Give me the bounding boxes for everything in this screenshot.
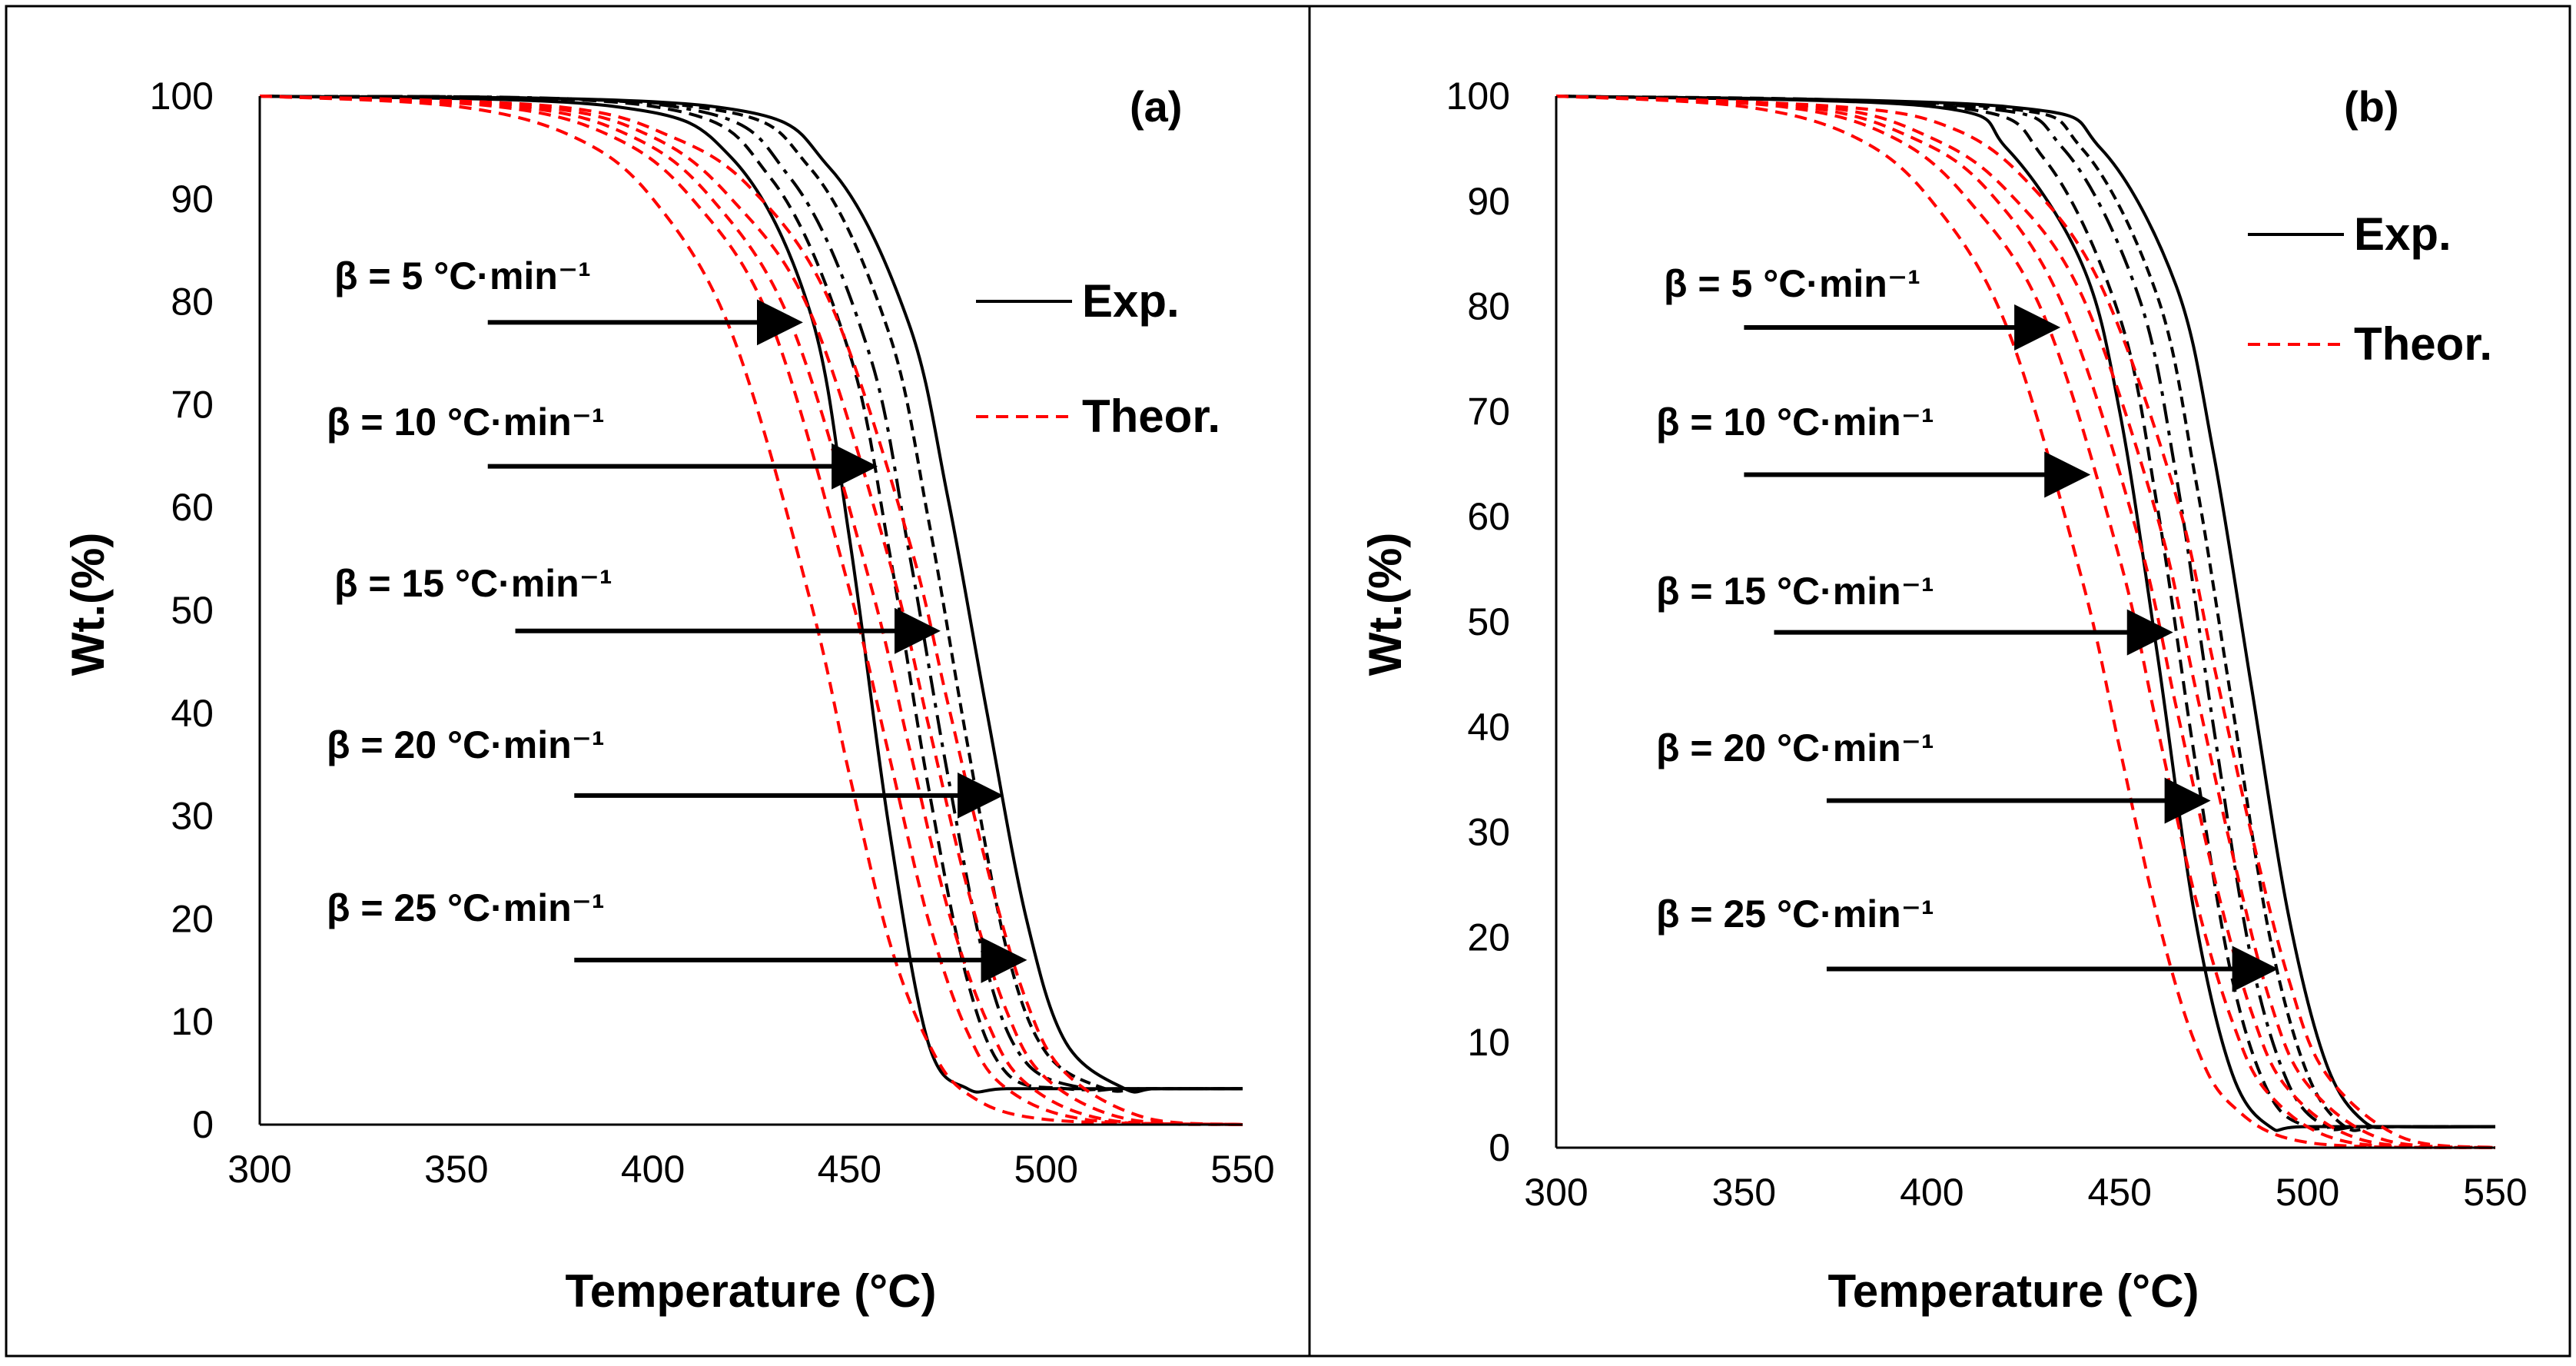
beta-labels-b: β = 5 °C·min⁻¹ β = 10 °C·min⁻¹ β = 15 °C… (1656, 262, 1934, 936)
y-tick-label-a-10: 10 (171, 1000, 214, 1043)
series-exp-b-beta-5 (1555, 95, 2495, 1132)
series-theor-a-beta-10 (259, 95, 1243, 1126)
x-tick-label-b-400: 400 (1900, 1171, 1964, 1214)
y-tick-label-a-30: 30 (171, 795, 214, 838)
y-tick-label-a-40: 40 (171, 692, 214, 735)
figure-frame (5, 5, 2571, 1358)
series-theor-a-beta-15 (259, 95, 1243, 1126)
y-axis-title-a: Wt.(%) (62, 533, 114, 676)
series-theor-a-beta-5 (259, 95, 1243, 1126)
series-exp-b-beta-15 (1555, 95, 2495, 1132)
y-tick-label-a-80: 80 (171, 281, 214, 324)
series-theor-b-beta-20 (1555, 95, 2496, 1149)
series-exp-b-beta-10 (1555, 95, 2495, 1131)
series-exp-a-beta-25 (259, 95, 1243, 1094)
y-tick-label-b-20: 20 (1467, 916, 1510, 959)
legend-exp-label: Exp. (1082, 275, 1180, 327)
panel-label-a: (a) (1130, 82, 1182, 131)
x-axis-title-a: Temperature (°C) (566, 1265, 937, 1317)
x-tick-label-b-550: 550 (2463, 1171, 2527, 1214)
series-theor-b-beta-5 (1555, 95, 2496, 1149)
y-tick-label-a-100: 100 (150, 75, 214, 118)
legend-theor-label: Theor. (2354, 318, 2492, 370)
panel-b: 300 350 400 450 500 550 0 10 20 30 40 50 60 70 80 90 100… (1359, 75, 2528, 1317)
y-tick-label-b-80: 80 (1467, 285, 1510, 328)
legend-b: Exp. Theor. (2248, 208, 2492, 370)
x-tick-label-b-450: 450 (2087, 1171, 2151, 1214)
y-tick-label-b-90: 90 (1467, 180, 1510, 223)
x-tick-label-b-350: 350 (1712, 1171, 1776, 1214)
y-axis-title-b: Wt.(%) (1359, 533, 1411, 676)
panel-label-b: (b) (2344, 82, 2399, 131)
x-tick-label-a-350: 350 (424, 1148, 488, 1191)
beta-label-a-20: β = 20 °C·min⁻¹ (327, 723, 605, 766)
beta-label-b-20: β = 20 °C·min⁻¹ (1656, 726, 1934, 769)
beta-label-b-25: β = 25 °C·min⁻¹ (1656, 892, 1934, 936)
y-tick-label-b-100: 100 (1446, 75, 1510, 118)
beta-label-b-5: β = 5 °C·min⁻¹ (1664, 262, 1920, 305)
x-tick-label-a-500: 500 (1014, 1148, 1077, 1191)
series-exp-a-beta-20 (259, 95, 1243, 1093)
x-tick-label-a-550: 550 (1210, 1148, 1274, 1191)
beta-label-b-10: β = 10 °C·min⁻¹ (1656, 400, 1934, 444)
y-tick-label-b-70: 70 (1467, 390, 1510, 433)
series-theor-b-beta-10 (1555, 95, 2496, 1149)
beta-label-a-25: β = 25 °C·min⁻¹ (327, 886, 605, 929)
y-tick-label-b-10: 10 (1467, 1021, 1510, 1064)
legend-theor-label: Theor. (1082, 391, 1220, 442)
x-tick-label-a-450: 450 (818, 1148, 881, 1191)
y-tick-label-b-30: 30 (1467, 811, 1510, 854)
legend-exp-label: Exp. (2354, 208, 2452, 260)
x-tick-label-b-500: 500 (2276, 1171, 2339, 1214)
beta-label-b-15: β = 15 °C·min⁻¹ (1656, 570, 1934, 613)
series-exp-b-beta-20 (1555, 95, 2495, 1132)
y-tick-label-a-20: 20 (171, 897, 214, 940)
x-tick-label-a-400: 400 (621, 1148, 685, 1191)
x-axis-title-b: Temperature (°C) (1828, 1265, 2199, 1317)
x-tick-label-a-300: 300 (227, 1148, 291, 1191)
y-tick-label-a-0: 0 (192, 1103, 214, 1146)
series-theor-a-beta-20 (259, 95, 1243, 1126)
y-tick-label-b-60: 60 (1467, 495, 1510, 538)
series-theor-b-beta-25 (1555, 95, 2496, 1149)
series-exp-b-beta-25 (1555, 95, 2496, 1129)
series-theor-a-beta-25 (259, 95, 1243, 1126)
y-tick-label-b-0: 0 (1489, 1126, 1510, 1169)
panel-a: 300 350 400 450 500 550 0 10 20 30 40 50 60 70 80 90 100… (62, 75, 1275, 1317)
y-tick-label-a-70: 70 (171, 383, 214, 426)
legend-a: Exp. Theor. (976, 275, 1220, 442)
series-exp-a-beta-15 (259, 95, 1243, 1092)
y-tick-label-a-90: 90 (171, 178, 214, 221)
beta-labels-a: β = 5 °C·min⁻¹ β = 10 °C·min⁻¹ β = 15 °C… (327, 254, 612, 929)
y-tick-label-a-50: 50 (171, 589, 214, 632)
x-tick-label-b-300: 300 (1524, 1171, 1588, 1214)
beta-label-a-10: β = 10 °C·min⁻¹ (327, 400, 605, 444)
beta-label-a-15: β = 15 °C·min⁻¹ (334, 562, 612, 605)
y-tick-label-b-50: 50 (1467, 600, 1510, 643)
beta-label-a-5: β = 5 °C·min⁻¹ (334, 254, 591, 297)
y-tick-label-a-60: 60 (171, 486, 214, 529)
series-theor-b-beta-15 (1555, 95, 2496, 1149)
y-tick-label-b-40: 40 (1467, 706, 1510, 749)
